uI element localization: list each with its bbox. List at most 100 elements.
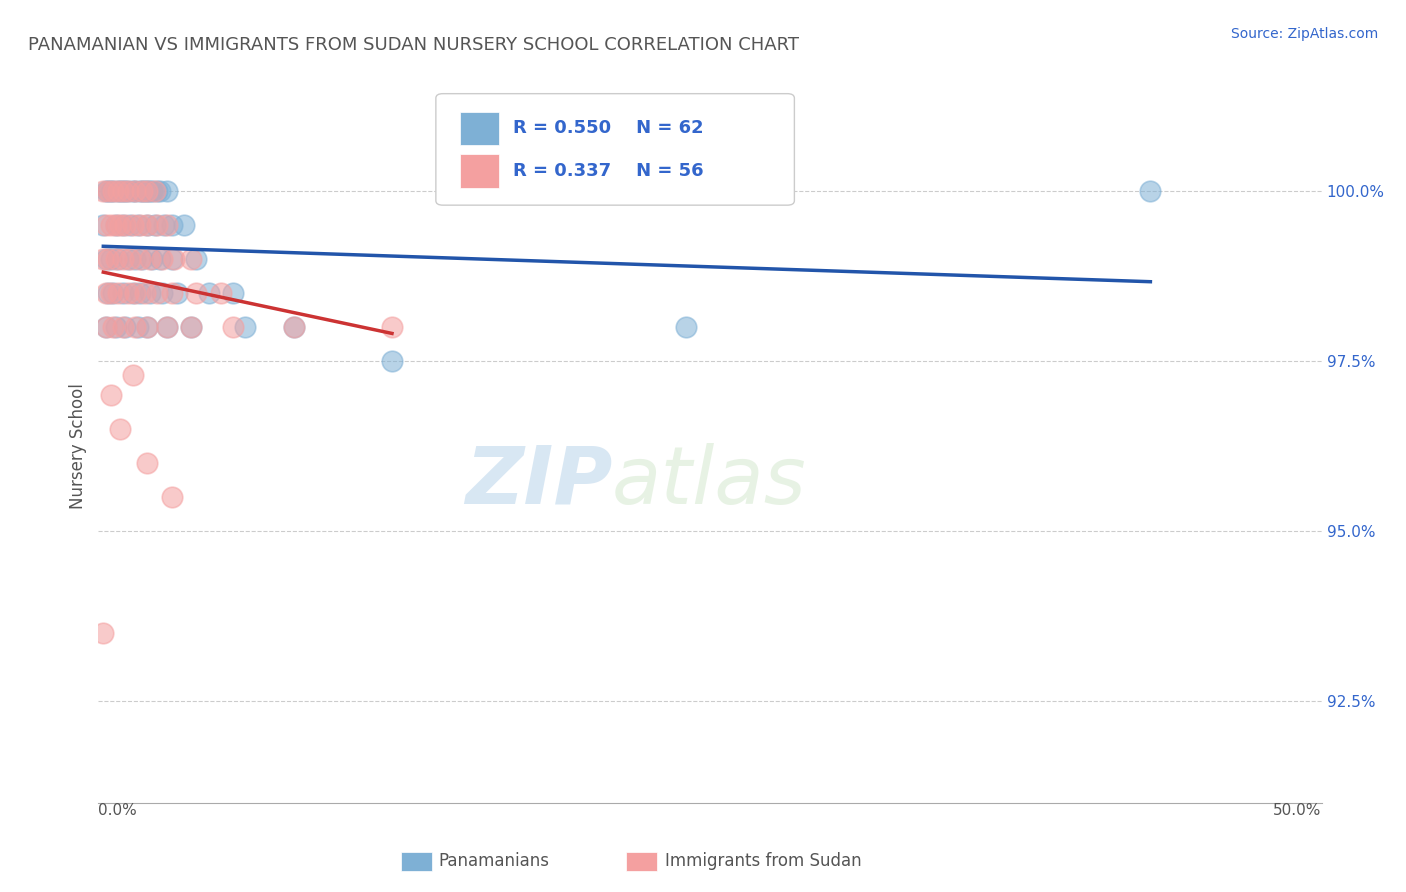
Point <box>111 184 134 198</box>
Point <box>146 286 169 301</box>
Point <box>143 184 166 198</box>
Point <box>100 388 122 402</box>
Point <box>94 184 117 198</box>
Point <box>120 218 142 232</box>
Point <box>104 320 127 334</box>
Point <box>94 252 117 266</box>
Point <box>156 184 179 198</box>
Point <box>381 320 404 334</box>
Point <box>101 320 124 334</box>
Point <box>166 286 188 301</box>
Point <box>136 456 159 470</box>
Point <box>107 184 129 198</box>
Point <box>209 286 232 301</box>
Point <box>131 184 153 198</box>
Point <box>180 320 202 334</box>
Point <box>117 184 139 198</box>
Point <box>131 252 153 266</box>
Point <box>107 252 129 266</box>
Point <box>100 218 122 232</box>
Point <box>129 286 152 301</box>
Point <box>124 252 146 266</box>
Point <box>156 320 179 334</box>
Point <box>124 184 146 198</box>
Point <box>107 286 129 301</box>
Point <box>97 252 120 266</box>
Point <box>129 218 152 232</box>
Point <box>94 286 117 301</box>
Point <box>91 252 114 266</box>
Point <box>156 218 179 232</box>
Point <box>180 320 202 334</box>
Point <box>104 252 127 266</box>
Point <box>94 320 117 334</box>
Point <box>150 286 173 301</box>
Point <box>117 252 139 266</box>
Point <box>111 218 134 232</box>
Point <box>100 184 122 198</box>
Point <box>110 218 132 232</box>
Point <box>153 218 176 232</box>
Point <box>136 320 159 334</box>
Point <box>111 252 134 266</box>
Point <box>101 286 124 301</box>
Point <box>121 368 143 382</box>
Text: R = 0.337    N = 56: R = 0.337 N = 56 <box>513 162 704 180</box>
Point <box>156 320 179 334</box>
Point <box>124 184 146 198</box>
Point <box>180 252 202 266</box>
Point <box>121 184 143 198</box>
Point <box>94 218 117 232</box>
Point <box>197 286 219 301</box>
Text: Immigrants from Sudan: Immigrants from Sudan <box>665 852 862 870</box>
Point <box>131 184 153 198</box>
Point <box>97 286 120 301</box>
Point <box>124 320 146 334</box>
Point <box>173 218 195 232</box>
Point <box>124 286 146 301</box>
Point <box>110 184 132 198</box>
Point <box>129 252 152 266</box>
Point <box>97 184 120 198</box>
Point <box>127 320 149 334</box>
Point <box>222 286 245 301</box>
Point <box>101 184 124 198</box>
Point <box>381 354 404 368</box>
Point <box>114 184 136 198</box>
Point <box>121 286 143 301</box>
Text: PANAMANIAN VS IMMIGRANTS FROM SUDAN NURSERY SCHOOL CORRELATION CHART: PANAMANIAN VS IMMIGRANTS FROM SUDAN NURS… <box>28 36 799 54</box>
Point <box>107 184 129 198</box>
Text: Panamanians: Panamanians <box>439 852 550 870</box>
Text: 0.0%: 0.0% <box>98 803 138 818</box>
Point <box>146 218 169 232</box>
Point <box>186 252 208 266</box>
Point <box>233 320 256 334</box>
Point <box>149 184 172 198</box>
Point <box>104 218 127 232</box>
Point <box>150 252 173 266</box>
Point <box>100 286 122 301</box>
Point <box>160 218 183 232</box>
Point <box>91 626 114 640</box>
Point <box>110 422 132 436</box>
Point <box>91 184 114 198</box>
Point <box>163 252 186 266</box>
Point <box>114 218 136 232</box>
Point <box>129 184 152 198</box>
Point <box>675 320 697 334</box>
Point <box>139 184 162 198</box>
Point <box>283 320 305 334</box>
Point <box>114 320 136 334</box>
Point <box>222 320 245 334</box>
Point <box>141 252 163 266</box>
Point <box>136 218 159 232</box>
Point <box>136 184 159 198</box>
Point <box>104 218 127 232</box>
Point <box>1139 184 1161 198</box>
Point <box>94 320 117 334</box>
Point <box>101 184 124 198</box>
Point <box>111 286 134 301</box>
Point <box>149 252 172 266</box>
Point <box>121 218 143 232</box>
Point <box>100 252 122 266</box>
